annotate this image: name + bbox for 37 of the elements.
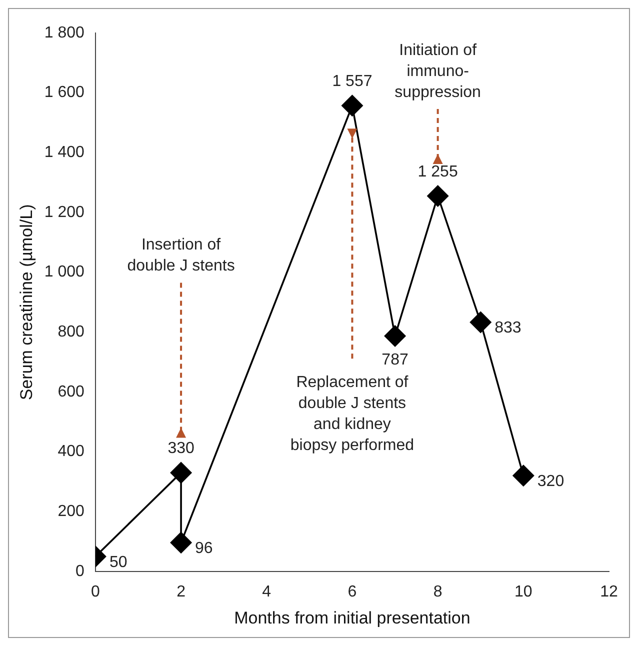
annotation: Replacement of double J stents and kidney biopsy performed: [290, 374, 414, 454]
y-tick-label: 1 800: [44, 24, 85, 42]
y-tick-label: 800: [58, 324, 85, 341]
x-tick-label: 0: [90, 583, 100, 600]
data-label: 787: [382, 351, 408, 368]
y-tick-label: 200: [58, 502, 85, 520]
point: [170, 462, 192, 484]
annotation: Initiation of immuno-suppression: [394, 42, 481, 102]
y-tick-label: 0: [76, 562, 85, 580]
y-tick-label: 1 400: [44, 144, 85, 162]
data-label: 50: [109, 554, 128, 571]
x-tick-label: 8: [433, 583, 442, 600]
data-label: 833: [494, 320, 522, 337]
data-label: 1 557: [332, 73, 372, 90]
y-tick-label: 400: [58, 443, 85, 460]
point: [512, 464, 534, 487]
x-tick-label: 12: [600, 583, 618, 600]
point: [470, 311, 492, 334]
point: [170, 532, 192, 554]
x-tick-label: 6: [348, 583, 357, 600]
data-label: 1 255: [418, 163, 458, 180]
y-tick-label: 1 000: [44, 264, 85, 281]
x-tick-label: 2: [176, 583, 186, 600]
x-tick-label: 10: [514, 583, 532, 600]
data-label: 96: [195, 540, 213, 558]
annotation: Insertion of double J stents: [127, 236, 235, 275]
point: [341, 94, 364, 117]
y-tick-label: 1 600: [44, 84, 85, 102]
x-tick-label: 4: [262, 583, 272, 600]
x-axis-title: Months from initial presentation: [234, 608, 470, 628]
y-tick-label: 1 200: [44, 204, 85, 221]
y-tick-label: 600: [58, 383, 85, 400]
point: [384, 325, 406, 347]
point: [426, 185, 449, 208]
y-axis-title: Serum creatinine (µmol/L): [16, 204, 36, 400]
data-label: 330: [168, 440, 194, 458]
data-label: 320: [537, 473, 564, 490]
